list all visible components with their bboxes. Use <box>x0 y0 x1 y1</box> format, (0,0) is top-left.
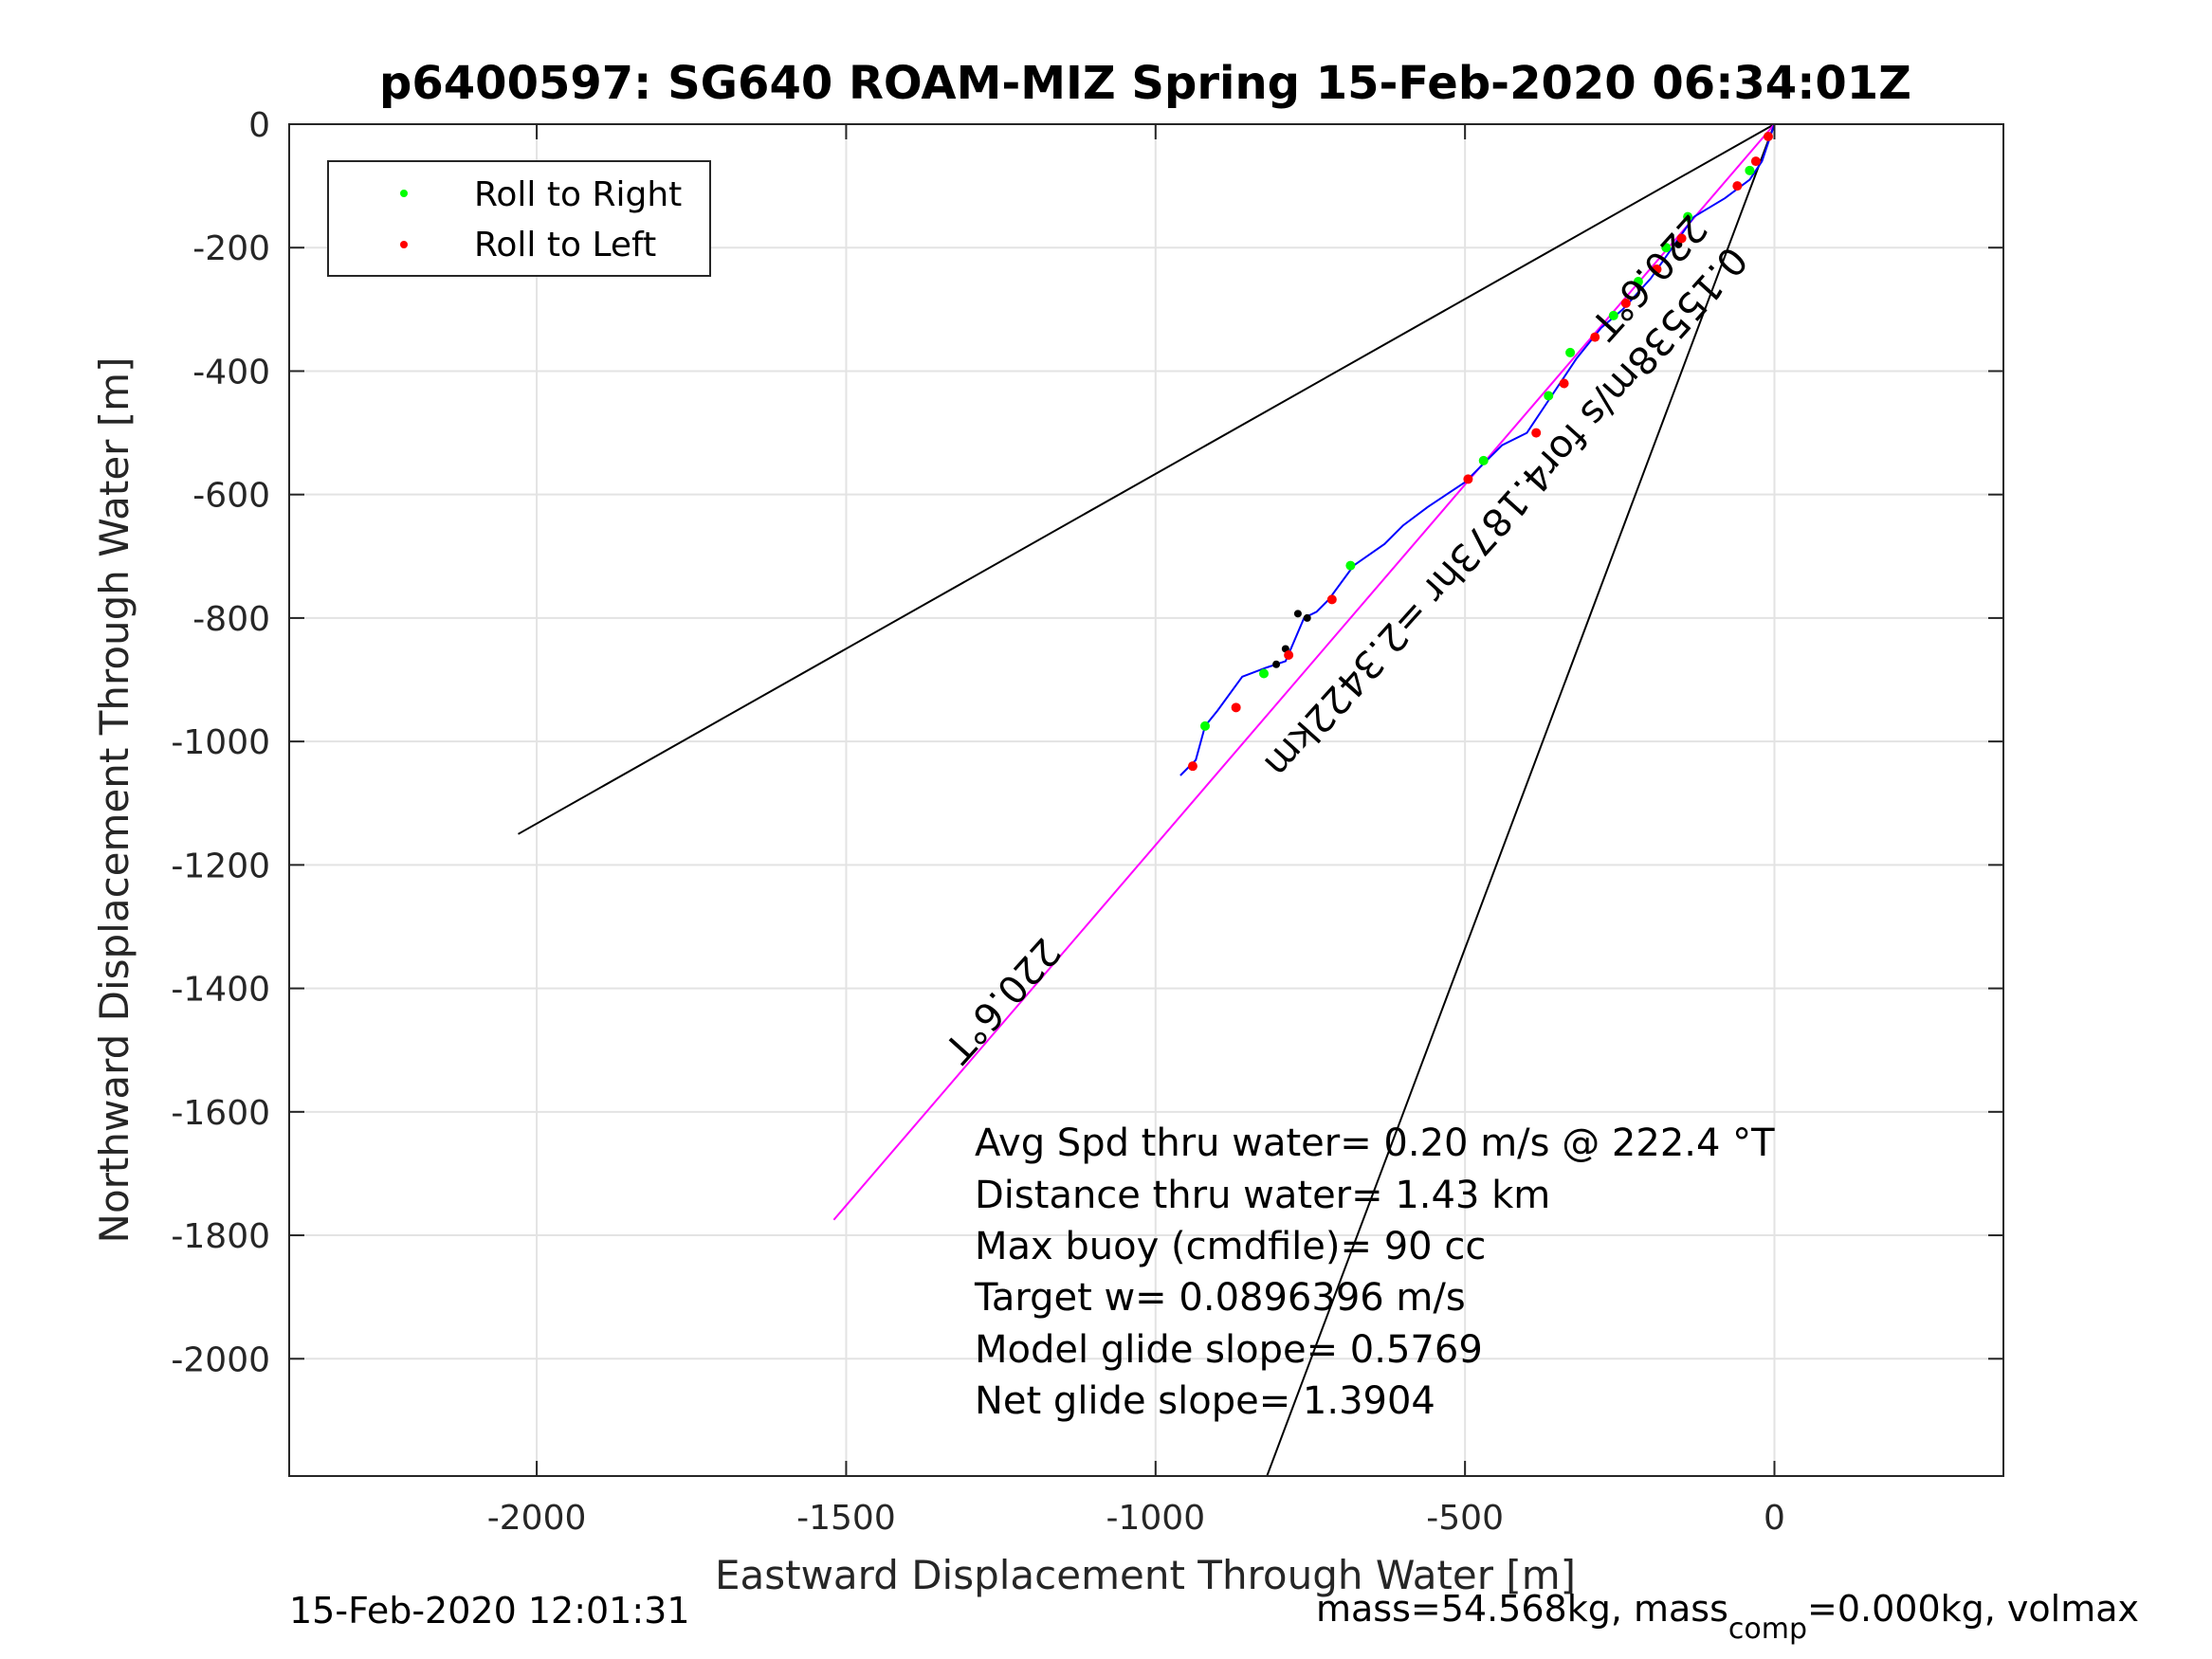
other-marker <box>1272 660 1281 668</box>
roll-left-marker <box>1187 761 1197 772</box>
x-tick-label: -500 <box>1426 1499 1504 1538</box>
footer-mass: mass=54.568kg, masscomp=0.000kg, volmax <box>1316 1588 2139 1646</box>
stats-block: Avg Spd thru water= 0.20 m/s @ 222.4 °T … <box>974 1121 1775 1423</box>
y-tick-label: -1200 <box>171 847 270 885</box>
plot-area <box>289 124 2003 1476</box>
chart-title: p6400597: SG640 ROAM-MIZ Spring 15-Feb-2… <box>379 57 1911 110</box>
stat-target-w: Target w= 0.0896396 m/s <box>974 1276 1466 1320</box>
roll-right-marker <box>1745 165 1755 175</box>
roll-left-marker <box>1676 233 1687 244</box>
footer-mass-b: =0.000kg, volmax <box>1807 1588 2139 1630</box>
footer-mass-a: mass=54.568kg, mass <box>1316 1588 1728 1630</box>
roll-right-marker <box>1661 243 1672 253</box>
x-tick-label: -2000 <box>487 1499 587 1538</box>
y-tick-label: -400 <box>192 353 270 392</box>
y-tick-label: -600 <box>192 477 270 516</box>
roll-left-marker <box>1559 378 1569 389</box>
plot-frame <box>288 123 2004 1477</box>
stat-distance: Distance thru water= 1.43 km <box>975 1174 1550 1217</box>
y-tick-label: -1400 <box>171 971 270 1010</box>
ticks: -2000 -1500 -1000 -500 0 0 -200 -400 -600 -800 -10… <box>171 106 2003 1538</box>
y-axis-label: Northward Displacement Through Water [m] <box>91 357 137 1244</box>
roll-left-marker <box>1326 594 1337 605</box>
roll-right-marker <box>1633 277 1643 287</box>
x-tick-label: 0 <box>1764 1499 1785 1538</box>
y-tick-label: -1800 <box>171 1217 270 1256</box>
roll-right-marker <box>1345 560 1356 571</box>
stat-max-buoy: Max buoy (cmdfile)= 90 cc <box>975 1225 1486 1268</box>
y-tick-label: -2000 <box>171 1340 270 1379</box>
legend: Roll to Right Roll to Left <box>327 160 711 277</box>
footer-timestamp: 15-Feb-2020 12:01:31 <box>289 1590 690 1632</box>
x-tick-label: -1000 <box>1106 1499 1205 1538</box>
x-tick-label: -1500 <box>796 1499 896 1538</box>
roll-left-marker <box>1463 474 1473 484</box>
y-tick-label: -800 <box>192 600 270 639</box>
legend-box <box>327 160 711 277</box>
legend-roll-right-label: Roll to Right <box>474 175 682 214</box>
y-tick-label: 0 <box>248 106 270 145</box>
x-axis-label: Eastward Displacement Through Water [m] <box>715 1552 1576 1598</box>
stat-net-glide: Net glide slope= 1.3904 <box>975 1379 1435 1423</box>
roll-left-marker <box>1590 332 1600 342</box>
cone-line-1 <box>518 123 1775 835</box>
roll-right-marker <box>1200 720 1211 731</box>
y-tick-label: -1600 <box>171 1094 270 1133</box>
grid <box>289 123 2003 1476</box>
stat-model-glide: Model glide slope= 0.5769 <box>975 1328 1483 1372</box>
stat-avg-speed: Avg Spd thru water= 0.20 m/s @ 222.4 °T <box>975 1121 1775 1165</box>
footer-mass-sub: comp <box>1728 1613 1807 1646</box>
other-marker <box>1303 613 1311 622</box>
legend-roll-left-marker <box>400 241 408 248</box>
data-layer <box>518 123 1776 1477</box>
roll-left-marker <box>1732 181 1743 191</box>
roll-left-marker <box>1652 264 1662 275</box>
roll-right-marker <box>1565 347 1576 357</box>
roll-left-marker <box>1620 298 1631 308</box>
roll-left-marker <box>1284 649 1294 660</box>
other-marker <box>1293 610 1302 618</box>
roll-right-marker <box>1259 668 1270 679</box>
roll-left-marker <box>1750 156 1761 167</box>
roll-left-marker <box>1763 132 1773 142</box>
roll-right-marker <box>1608 310 1618 320</box>
cone-line-2 <box>1266 123 1776 1477</box>
roll-left-marker <box>1531 428 1542 438</box>
heading-line <box>832 123 1776 1221</box>
legend-roll-right-marker <box>400 190 408 197</box>
y-tick-label: -200 <box>192 229 270 268</box>
roll-right-marker <box>1544 391 1554 401</box>
legend-roll-left-label: Roll to Left <box>474 226 656 264</box>
roll-left-marker <box>1231 702 1241 713</box>
roll-right-marker <box>1478 455 1489 465</box>
y-tick-label: -1000 <box>171 723 270 762</box>
roll-right-marker <box>1683 211 1693 222</box>
